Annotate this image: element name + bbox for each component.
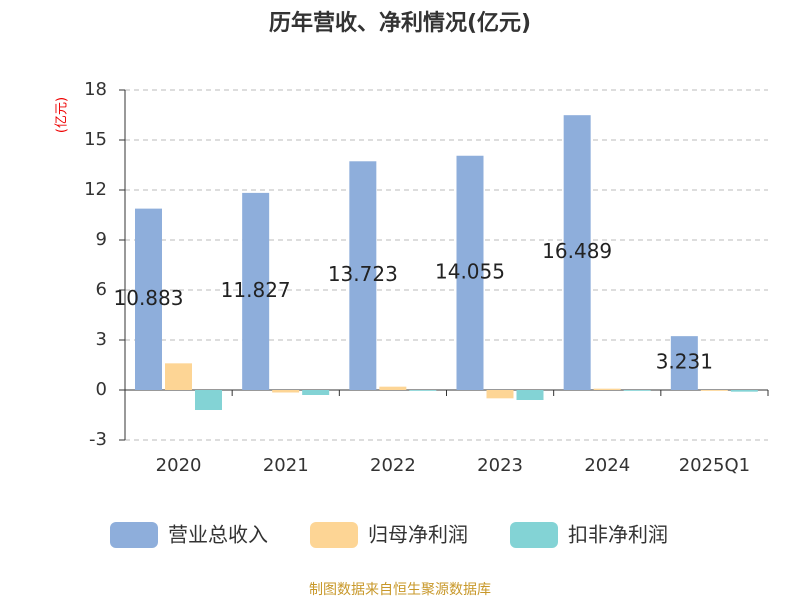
bar xyxy=(593,388,621,390)
data-label: 10.883 xyxy=(114,286,184,310)
bar xyxy=(165,363,192,390)
legend-swatch xyxy=(110,522,158,548)
bar xyxy=(516,390,544,400)
x-tick-label: 2025Q1 xyxy=(679,455,750,476)
bar xyxy=(486,390,514,399)
data-label: 11.827 xyxy=(221,278,291,302)
y-tick-label: 18 xyxy=(84,79,107,100)
bar xyxy=(195,390,222,410)
bar xyxy=(563,115,591,390)
legend-swatch xyxy=(510,522,558,548)
x-tick-label: 2024 xyxy=(584,455,630,476)
data-label: 3.231 xyxy=(656,350,713,374)
bar xyxy=(623,390,651,391)
x-tick-label: 2020 xyxy=(156,455,202,476)
legend-label: 归母净利润 xyxy=(368,523,468,547)
y-tick-label: 12 xyxy=(84,179,107,200)
bar xyxy=(456,155,484,390)
legend-label: 营业总收入 xyxy=(168,523,268,547)
y-tick-label: 0 xyxy=(96,379,107,400)
bar xyxy=(242,192,270,390)
bar xyxy=(135,208,162,390)
y-tick-label: 6 xyxy=(96,279,107,300)
bar xyxy=(730,390,758,392)
source-note: 制图数据来自恒生聚源数据库 xyxy=(309,582,491,598)
bar xyxy=(272,390,300,393)
bar xyxy=(349,161,377,390)
x-tick-label: 2022 xyxy=(370,455,416,476)
data-label: 14.055 xyxy=(435,259,505,283)
y-tick-label: 3 xyxy=(96,329,107,350)
y-tick-label: 9 xyxy=(96,229,107,250)
data-label: 16.489 xyxy=(542,239,612,263)
bar xyxy=(700,390,728,391)
x-tick-label: 2023 xyxy=(477,455,523,476)
bar xyxy=(302,390,330,395)
legend-swatch xyxy=(310,522,358,548)
chart-title: 历年营收、净利情况(亿元) xyxy=(269,10,531,36)
bar xyxy=(670,336,698,390)
y-tick-label: 15 xyxy=(84,129,107,150)
legend-label: 扣非净利润 xyxy=(568,523,668,547)
data-label: 13.723 xyxy=(328,262,398,286)
bar xyxy=(409,390,437,391)
y-axis-label: (亿元) xyxy=(55,97,70,133)
y-tick-label: -3 xyxy=(89,429,107,450)
bar xyxy=(379,386,407,390)
x-tick-label: 2021 xyxy=(263,455,309,476)
